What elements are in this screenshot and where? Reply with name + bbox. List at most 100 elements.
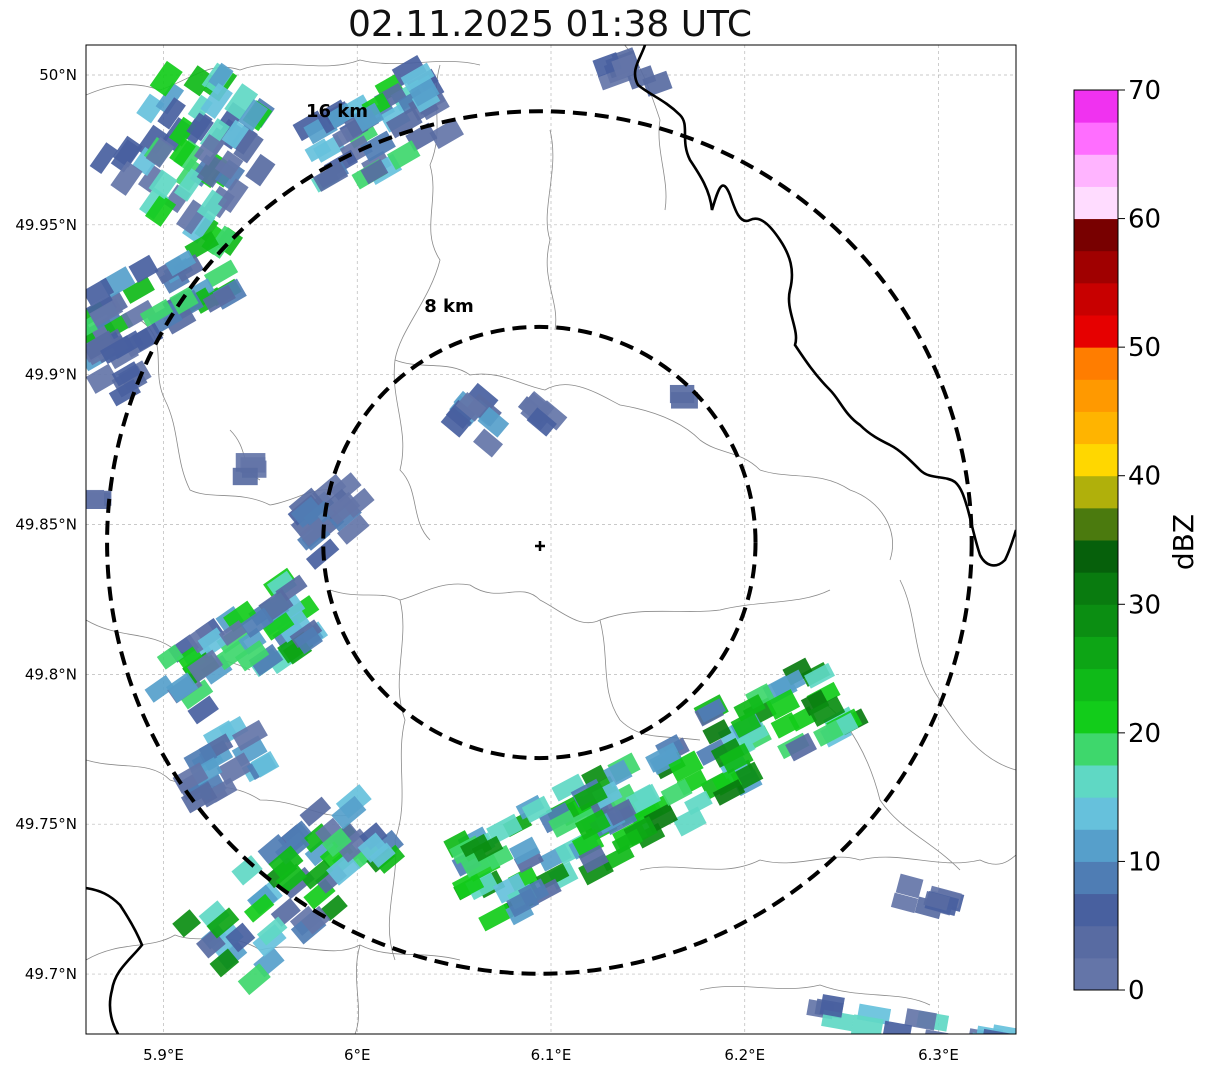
echo-cell bbox=[235, 453, 266, 472]
echo-cell bbox=[187, 649, 224, 683]
echo-cell bbox=[605, 798, 637, 826]
echo-cell bbox=[202, 284, 236, 313]
colorbar-tick-label: 40 bbox=[1128, 462, 1161, 492]
lat-tick-label: 50°N bbox=[39, 66, 77, 84]
echo-cell bbox=[471, 835, 504, 862]
echo-cell bbox=[149, 60, 183, 97]
echo-cell bbox=[200, 83, 233, 119]
echo-cell bbox=[301, 905, 331, 935]
echo-cell bbox=[234, 640, 270, 672]
echo-cell bbox=[86, 489, 105, 509]
echo-cell bbox=[299, 796, 332, 827]
echo-cell bbox=[455, 391, 487, 422]
echo-cell bbox=[231, 719, 268, 751]
echo-cluster bbox=[806, 994, 1016, 1034]
echo-cell bbox=[256, 916, 288, 946]
echo-cell bbox=[275, 863, 308, 894]
echo-cell bbox=[315, 817, 346, 848]
echo-cell bbox=[208, 62, 234, 90]
echo-cell bbox=[551, 773, 586, 802]
colorbar-cell bbox=[1074, 475, 1118, 509]
echo-cell bbox=[257, 833, 291, 866]
echo-cell bbox=[121, 299, 156, 329]
echo-cell bbox=[214, 150, 244, 180]
echo-cell bbox=[86, 277, 115, 306]
echo-cell bbox=[290, 496, 323, 528]
colorbar-cell bbox=[1074, 797, 1118, 830]
echo-cell bbox=[484, 844, 514, 870]
echo-cell bbox=[223, 600, 258, 633]
echo-cell bbox=[89, 298, 124, 327]
echo-cell bbox=[386, 106, 423, 139]
lon-tick-label: 5.9°E bbox=[143, 1046, 184, 1064]
colorbar-cell bbox=[1074, 250, 1118, 284]
lon-tick-label: 6.2°E bbox=[724, 1046, 765, 1064]
gridlines bbox=[86, 45, 1016, 1034]
colorbar-cell bbox=[1074, 861, 1118, 895]
echo-cell bbox=[187, 695, 219, 725]
echo-cluster bbox=[86, 489, 112, 509]
echo-cell bbox=[240, 607, 274, 638]
echo-cell bbox=[137, 164, 165, 193]
echo-cell bbox=[573, 782, 608, 812]
echo-cell bbox=[535, 862, 570, 890]
colorbar-cell bbox=[1074, 347, 1118, 380]
echo-cell bbox=[186, 112, 214, 142]
radar-map: 8 km 16 km 5.9°E 6°E 6.1°E 6.2°E 6.3°E 50°N 49… bbox=[15, 44, 1017, 1064]
echo-cell bbox=[144, 674, 175, 703]
echo-cell bbox=[207, 225, 238, 259]
colorbar-cell bbox=[1074, 315, 1118, 348]
colorbar-cell bbox=[1074, 957, 1118, 991]
echo-cell bbox=[174, 168, 205, 202]
echo-cell bbox=[684, 790, 713, 816]
echo-cell bbox=[89, 142, 118, 175]
echo-cell bbox=[209, 948, 240, 978]
echo-cell bbox=[179, 679, 214, 710]
echo-cell bbox=[86, 330, 118, 360]
echo-cell bbox=[730, 710, 762, 738]
ring-label-8km: 8 km bbox=[424, 296, 474, 317]
colorbar-cell bbox=[1074, 507, 1118, 541]
map-title: 02.11.2025 01:38 UTC bbox=[347, 4, 753, 45]
axis-tick-labels: 5.9°E 6°E 6.1°E 6.2°E 6.3°E 50°N 49.95°N 49.9°N… bbox=[15, 66, 959, 1064]
echo-cell bbox=[294, 626, 324, 655]
echo-cell bbox=[139, 298, 174, 327]
echo-cluster bbox=[89, 60, 276, 259]
echo-cell bbox=[374, 844, 406, 874]
lat-tick-label: 49.95°N bbox=[15, 216, 77, 234]
echo-cluster bbox=[292, 55, 464, 193]
echo-cell bbox=[578, 844, 609, 874]
colorbar-tick-label: 10 bbox=[1128, 847, 1161, 877]
echo-cell bbox=[850, 1014, 884, 1034]
echo-cell bbox=[904, 1008, 937, 1031]
echo-cell bbox=[276, 609, 313, 643]
colorbar-cells bbox=[1074, 90, 1118, 991]
echo-cell bbox=[408, 78, 440, 107]
echo-cell bbox=[180, 781, 218, 814]
colorbar-cell bbox=[1074, 443, 1118, 477]
echo-cell bbox=[237, 963, 271, 996]
echo-cell bbox=[923, 890, 951, 911]
echo-cluster bbox=[669, 384, 698, 409]
echo-cell bbox=[391, 55, 427, 87]
colorbar-cell bbox=[1074, 540, 1118, 573]
colorbar-cell bbox=[1074, 411, 1118, 445]
echo-cell bbox=[225, 922, 256, 953]
echo-cell bbox=[890, 892, 919, 914]
echo-cell bbox=[218, 620, 247, 646]
echo-cell bbox=[477, 406, 510, 438]
echo-cell bbox=[702, 719, 732, 745]
echo-cell bbox=[268, 845, 304, 880]
echo-cluster bbox=[592, 47, 673, 97]
echo-cell bbox=[233, 129, 264, 164]
echo-cluster bbox=[890, 873, 965, 920]
echo-cell bbox=[183, 743, 218, 773]
echo-cell bbox=[804, 662, 836, 689]
echo-cell bbox=[183, 65, 214, 97]
echo-cell bbox=[166, 672, 199, 703]
echo-cell bbox=[262, 612, 295, 641]
echo-cell bbox=[521, 795, 553, 824]
echo-cell bbox=[196, 189, 228, 223]
echo-cell bbox=[591, 781, 623, 809]
echo-cell bbox=[360, 158, 389, 185]
